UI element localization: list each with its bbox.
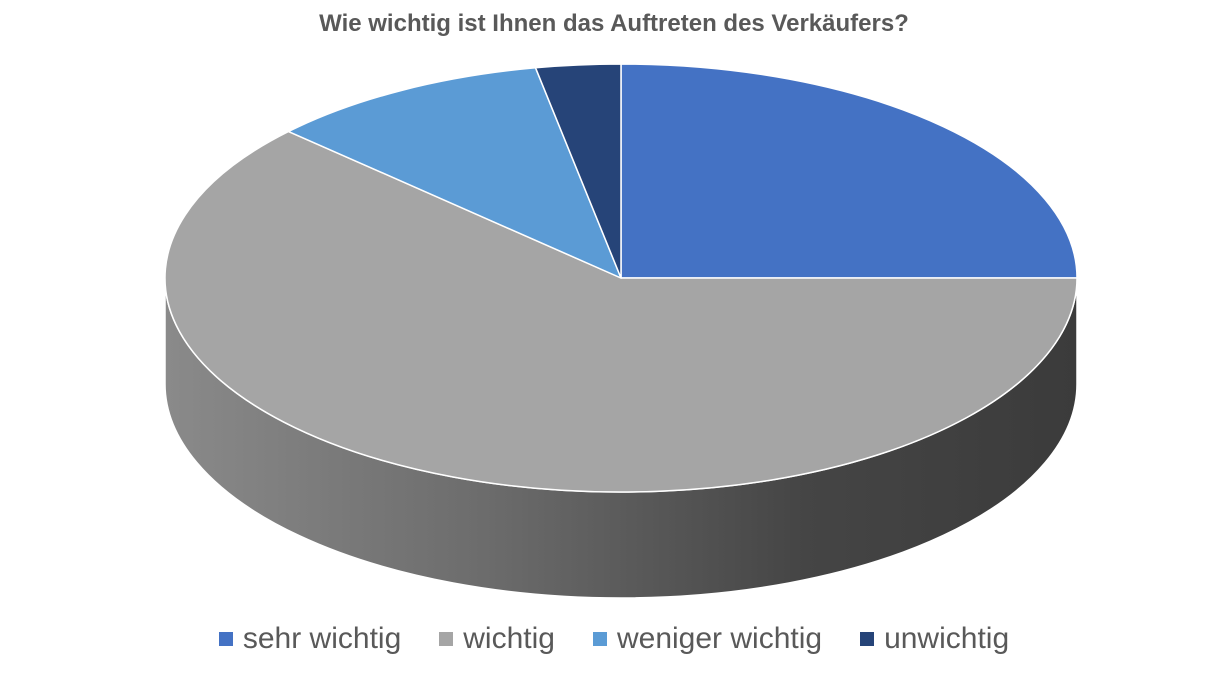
chart-title: Wie wichtig ist Ihnen das Auftreten des … [319,10,909,37]
legend-item-unwichtig: unwichtig [860,622,1009,656]
pie-slice-wichtig [164,130,1078,493]
legend-swatch [439,632,454,646]
legend: sehr wichtig wichtig weniger wichtig unw… [0,622,1228,656]
legend-swatch [860,632,875,646]
legend-swatch [218,632,233,646]
legend-swatch [592,632,607,646]
legend-item-sehr-wichtig: sehr wichtig [218,622,402,656]
pie-slice-weniger-wichtig [287,67,622,279]
legend-item-wichtig: wichtig [439,622,555,656]
legend-item-weniger-wichtig: weniger wichtig [592,622,823,656]
legend-label: weniger wichtig [616,622,823,655]
legend-label: wichtig [463,622,555,655]
pie-slices [164,63,1078,493]
pie-slice-sehr-wichtig [620,63,1078,279]
legend-label: unwichtig [884,622,1010,655]
pie-slice-unwichtig [534,63,622,279]
legend-label: sehr wichtig [242,622,402,655]
